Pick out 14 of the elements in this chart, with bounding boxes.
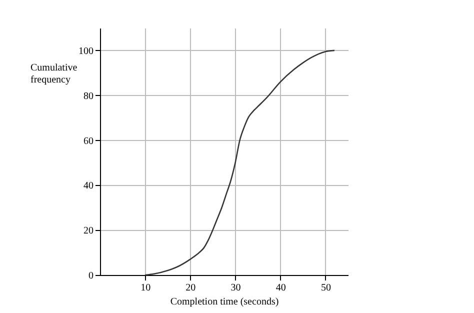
x-tick-label: 10: [140, 282, 151, 294]
y-tick-label: 20: [84, 226, 94, 237]
x-tick-label: 40: [276, 282, 286, 294]
y-tick-label: 60: [84, 136, 94, 147]
y-tick-label: 40: [84, 180, 94, 192]
x-axis-title: Completion time (seconds): [170, 296, 279, 308]
y-axis-title: Cumulative frequency: [30, 62, 78, 86]
y-tick-label: 0: [88, 270, 94, 282]
line-series: [144, 50, 336, 276]
x-tick-label: 20: [186, 282, 196, 294]
x-tick-label: 50: [320, 282, 331, 294]
y-tick-label: 100: [78, 46, 94, 57]
x-tick-label: 30: [230, 282, 241, 294]
y-tick-label: 80: [84, 90, 94, 102]
